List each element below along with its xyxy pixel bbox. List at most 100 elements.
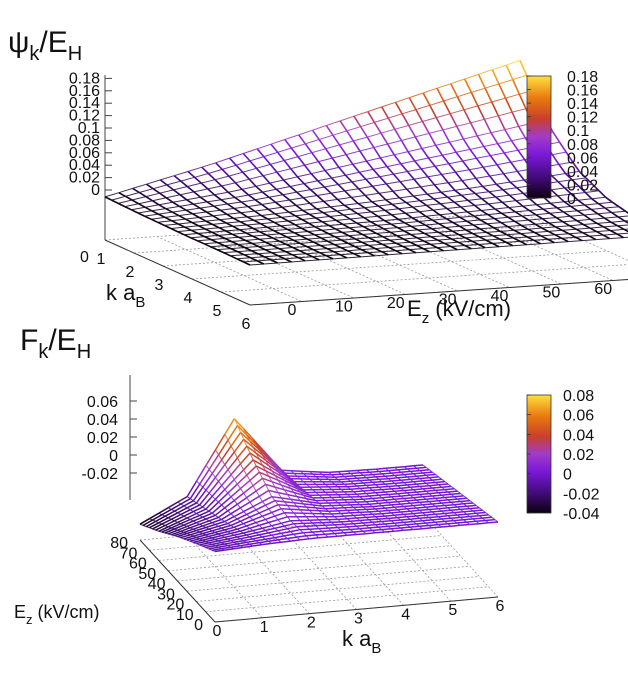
- surface-segment: [436, 246, 445, 252]
- colorbar-tick-label: 0.14: [567, 96, 598, 113]
- surface-segment: [343, 532, 348, 536]
- surface-segment: [373, 143, 388, 148]
- surface-segment: [268, 194, 283, 198]
- surface-segment: [334, 499, 339, 504]
- surface-segment: [233, 469, 245, 481]
- surface-segment: [189, 514, 200, 521]
- surface-segment: [385, 183, 394, 192]
- surface-segment: [268, 476, 273, 482]
- surface-segment: [450, 109, 465, 115]
- surface-segment: [466, 521, 471, 525]
- surface-segment: [151, 208, 166, 212]
- surface-segment: [222, 164, 237, 170]
- surface-segment: [277, 147, 292, 153]
- surface-segment: [366, 469, 370, 473]
- surface-segment: [352, 160, 367, 165]
- surface-segment: [199, 468, 210, 485]
- surface-segment: [369, 228, 384, 231]
- surface-segment: [356, 484, 367, 487]
- surface-segment: [616, 233, 624, 239]
- surface-segment: [334, 507, 339, 512]
- surface-segment: [246, 223, 261, 226]
- surface-segment: [203, 242, 211, 248]
- surface-segment: [320, 237, 329, 243]
- surface-segment: [302, 208, 317, 211]
- surface-segment: [299, 241, 314, 244]
- surface-segment: [378, 502, 383, 507]
- surface-segment: [375, 239, 390, 242]
- surface-segment: [392, 190, 401, 199]
- surface-segment: [466, 219, 481, 222]
- surface-segment: [568, 232, 576, 238]
- surface-segment: [186, 539, 191, 542]
- surface-segment: [390, 222, 405, 225]
- surface-segment: [263, 156, 271, 165]
- surface-segment: [370, 211, 379, 217]
- surface-segment: [457, 497, 467, 500]
- surface-segment: [407, 491, 417, 494]
- surface-segment: [440, 191, 449, 198]
- surface-segment: [425, 489, 436, 492]
- surface-segment: [421, 144, 436, 149]
- surface-segment: [359, 487, 370, 490]
- surface-segment: [416, 506, 426, 509]
- surface-segment: [501, 201, 510, 209]
- surface-segment: [557, 193, 572, 197]
- surface-segment: [211, 237, 225, 241]
- surface-segment: [255, 185, 264, 193]
- surface-segment: [428, 154, 443, 159]
- surface-segment: [255, 529, 266, 534]
- surface-segment: [311, 129, 320, 140]
- surface-segment: [334, 523, 345, 526]
- surface-segment: [241, 199, 256, 203]
- surface-segment: [328, 472, 333, 476]
- surface-segment: [309, 478, 314, 483]
- surface-segment: [328, 526, 338, 529]
- floor-edge-ez: [139, 539, 216, 623]
- surface-segment: [149, 522, 160, 529]
- surface-segment: [381, 505, 386, 509]
- surface-segment: [377, 223, 391, 226]
- y-tick-label: 40: [491, 288, 509, 305]
- surface-segment: [158, 512, 163, 516]
- surface-segment: [356, 517, 361, 521]
- surface-segment: [604, 207, 613, 214]
- surface-segment: [365, 178, 374, 187]
- surface-segment: [380, 128, 395, 134]
- surface-segment: [382, 472, 392, 475]
- surface-segment: [258, 449, 264, 456]
- surface-segment: [183, 515, 188, 519]
- surface-segment: [214, 488, 226, 500]
- surface-segment: [534, 231, 542, 237]
- surface-segment: [368, 243, 383, 246]
- surface-segment: [423, 247, 438, 250]
- surface-segment: [305, 252, 320, 255]
- surface-segment: [403, 482, 408, 486]
- surface-segment: [350, 527, 360, 531]
- surface-segment: [319, 258, 334, 261]
- surface-segment: [388, 508, 398, 512]
- surface-segment: [270, 259, 279, 264]
- surface-segment: [380, 132, 389, 145]
- surface-segment: [435, 141, 450, 146]
- surface-segment: [266, 234, 274, 239]
- surface-segment: [224, 499, 235, 509]
- surface-segment: [419, 502, 424, 506]
- surface-segment: [356, 221, 371, 224]
- surface-segment: [262, 527, 266, 531]
- surface-segment: [306, 525, 316, 528]
- surface-segment: [419, 209, 434, 213]
- surface-segment: [318, 471, 323, 475]
- surface-segment: [219, 209, 228, 215]
- surface-segment: [404, 212, 413, 219]
- surface-segment: [561, 236, 576, 239]
- surface-segment: [375, 247, 390, 250]
- surface-segment: [253, 218, 268, 221]
- surface-segment: [152, 184, 168, 190]
- surface-segment: [244, 253, 258, 256]
- surface-segment: [372, 480, 383, 484]
- surface-segment: [378, 477, 389, 481]
- surface-segment: [356, 476, 367, 480]
- surface-segment: [576, 218, 591, 222]
- surface-segment: [463, 135, 478, 140]
